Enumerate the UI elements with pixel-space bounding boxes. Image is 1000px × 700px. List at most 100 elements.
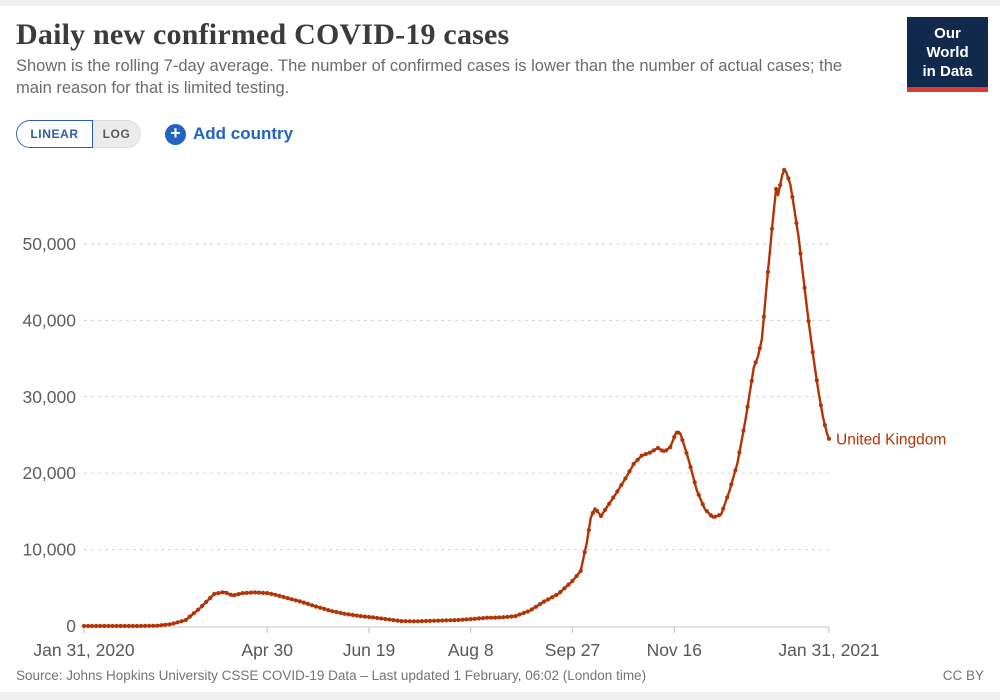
data-point-marker[interactable] xyxy=(415,619,420,624)
data-point-marker[interactable] xyxy=(212,591,217,597)
data-point-marker[interactable] xyxy=(440,618,445,623)
data-point-marker[interactable] xyxy=(814,378,819,383)
data-point-marker[interactable] xyxy=(427,618,433,624)
data-point-marker[interactable] xyxy=(330,609,335,614)
data-point-marker[interactable] xyxy=(147,623,152,628)
data-point-marker[interactable] xyxy=(338,610,343,616)
data-point-marker[interactable] xyxy=(419,619,424,624)
data-point-marker[interactable] xyxy=(305,601,310,607)
data-point-marker[interactable] xyxy=(578,568,583,574)
data-point-marker[interactable] xyxy=(741,428,746,433)
data-point-marker[interactable] xyxy=(586,528,591,533)
data-point-marker[interactable] xyxy=(200,603,205,609)
data-point-marker[interactable] xyxy=(778,183,783,188)
data-point-marker[interactable] xyxy=(273,592,278,597)
data-point-marker[interactable] xyxy=(574,573,579,579)
data-point-marker[interactable] xyxy=(175,620,180,625)
data-point-marker[interactable] xyxy=(383,616,388,622)
data-point-marker[interactable] xyxy=(704,509,710,514)
data-point-marker[interactable] xyxy=(187,614,192,619)
data-point-marker[interactable] xyxy=(708,513,714,518)
data-point-marker[interactable] xyxy=(513,614,518,619)
data-point-marker[interactable] xyxy=(700,502,705,507)
data-point-marker[interactable] xyxy=(244,590,249,596)
data-point-marker[interactable] xyxy=(761,314,767,319)
data-point-marker[interactable] xyxy=(655,445,661,451)
data-point-marker[interactable] xyxy=(318,605,323,610)
data-point-marker[interactable] xyxy=(334,609,339,615)
data-point-marker[interactable] xyxy=(277,593,282,599)
data-point-marker[interactable] xyxy=(590,510,596,515)
data-point-marker[interactable] xyxy=(826,436,832,441)
series-line[interactable] xyxy=(82,168,831,628)
data-point-marker[interactable] xyxy=(281,594,286,600)
data-point-marker[interactable] xyxy=(167,622,172,627)
data-point-marker[interactable] xyxy=(717,513,722,518)
data-point-marker[interactable] xyxy=(460,617,465,622)
data-point-marker[interactable] xyxy=(533,604,539,609)
data-point-marker[interactable] xyxy=(627,469,632,474)
data-point-marker[interactable] xyxy=(537,602,543,607)
data-point-marker[interactable] xyxy=(684,450,689,456)
data-point-marker[interactable] xyxy=(546,597,551,602)
data-point-marker[interactable] xyxy=(582,550,587,555)
data-point-marker[interactable] xyxy=(651,448,657,453)
data-point-marker[interactable] xyxy=(639,453,644,458)
data-point-marker[interactable] xyxy=(550,595,555,600)
data-point-marker[interactable] xyxy=(183,617,188,623)
data-point-marker[interactable] xyxy=(647,450,653,455)
data-point-marker[interactable] xyxy=(676,430,681,435)
data-point-marker[interactable] xyxy=(436,618,441,623)
data-point-marker[interactable] xyxy=(102,623,107,629)
data-point-marker[interactable] xyxy=(566,582,571,587)
data-point-marker[interactable] xyxy=(179,619,184,624)
data-point-marker[interactable] xyxy=(265,591,270,596)
data-point-marker[interactable] xyxy=(643,452,648,457)
data-point-marker[interactable] xyxy=(517,612,522,617)
data-point-marker[interactable] xyxy=(635,457,640,462)
data-point-marker[interactable] xyxy=(110,623,115,629)
data-point-marker[interactable] xyxy=(541,599,547,604)
data-point-marker[interactable] xyxy=(737,450,742,455)
data-point-marker[interactable] xyxy=(285,596,290,601)
data-point-marker[interactable] xyxy=(342,611,347,616)
data-point-marker[interactable] xyxy=(594,508,600,513)
chart-canvas[interactable]: 0 10,000 20,000 30,000 40,000 50,000 Jan 31, 2… xyxy=(0,154,1000,666)
data-point-marker[interactable] xyxy=(370,615,376,620)
data-point-marker[interactable] xyxy=(358,614,363,619)
data-point-marker[interactable] xyxy=(399,619,404,624)
data-point-marker[interactable] xyxy=(228,592,233,597)
data-point-marker[interactable] xyxy=(326,608,331,613)
data-point-marker[interactable] xyxy=(472,616,477,621)
data-point-marker[interactable] xyxy=(204,599,209,605)
add-country-button[interactable]: + Add country xyxy=(165,123,293,145)
data-point-marker[interactable] xyxy=(802,285,807,290)
data-point-marker[interactable] xyxy=(696,492,701,497)
data-point-marker[interactable] xyxy=(90,623,95,629)
data-point-marker[interactable] xyxy=(615,489,620,494)
data-point-marker[interactable] xyxy=(765,269,771,275)
data-point-marker[interactable] xyxy=(309,603,315,608)
data-point-marker[interactable] xyxy=(753,360,758,365)
data-point-marker[interactable] xyxy=(501,615,506,620)
data-point-marker[interactable] xyxy=(721,506,726,511)
data-point-marker[interactable] xyxy=(448,618,453,623)
data-point-marker[interactable] xyxy=(774,186,779,192)
data-point-marker[interactable] xyxy=(668,445,673,450)
data-point-marker[interactable] xyxy=(248,590,253,595)
data-point-marker[interactable] xyxy=(293,598,298,603)
data-point-marker[interactable] xyxy=(505,614,510,620)
log-scale-button[interactable]: LOG xyxy=(93,120,141,148)
data-point-marker[interactable] xyxy=(126,623,131,629)
data-point-marker[interactable] xyxy=(224,590,229,596)
data-point-marker[interactable] xyxy=(444,618,449,623)
data-point-marker[interactable] xyxy=(664,448,669,453)
data-point-marker[interactable] xyxy=(106,623,111,629)
data-point-marker[interactable] xyxy=(562,586,567,591)
footer-license[interactable]: CC BY xyxy=(942,668,984,683)
data-point-marker[interactable] xyxy=(261,590,266,596)
data-point-marker[interactable] xyxy=(822,423,828,428)
data-point-marker[interactable] xyxy=(790,194,795,200)
data-point-marker[interactable] xyxy=(191,611,196,616)
data-point-marker[interactable] xyxy=(232,593,237,598)
